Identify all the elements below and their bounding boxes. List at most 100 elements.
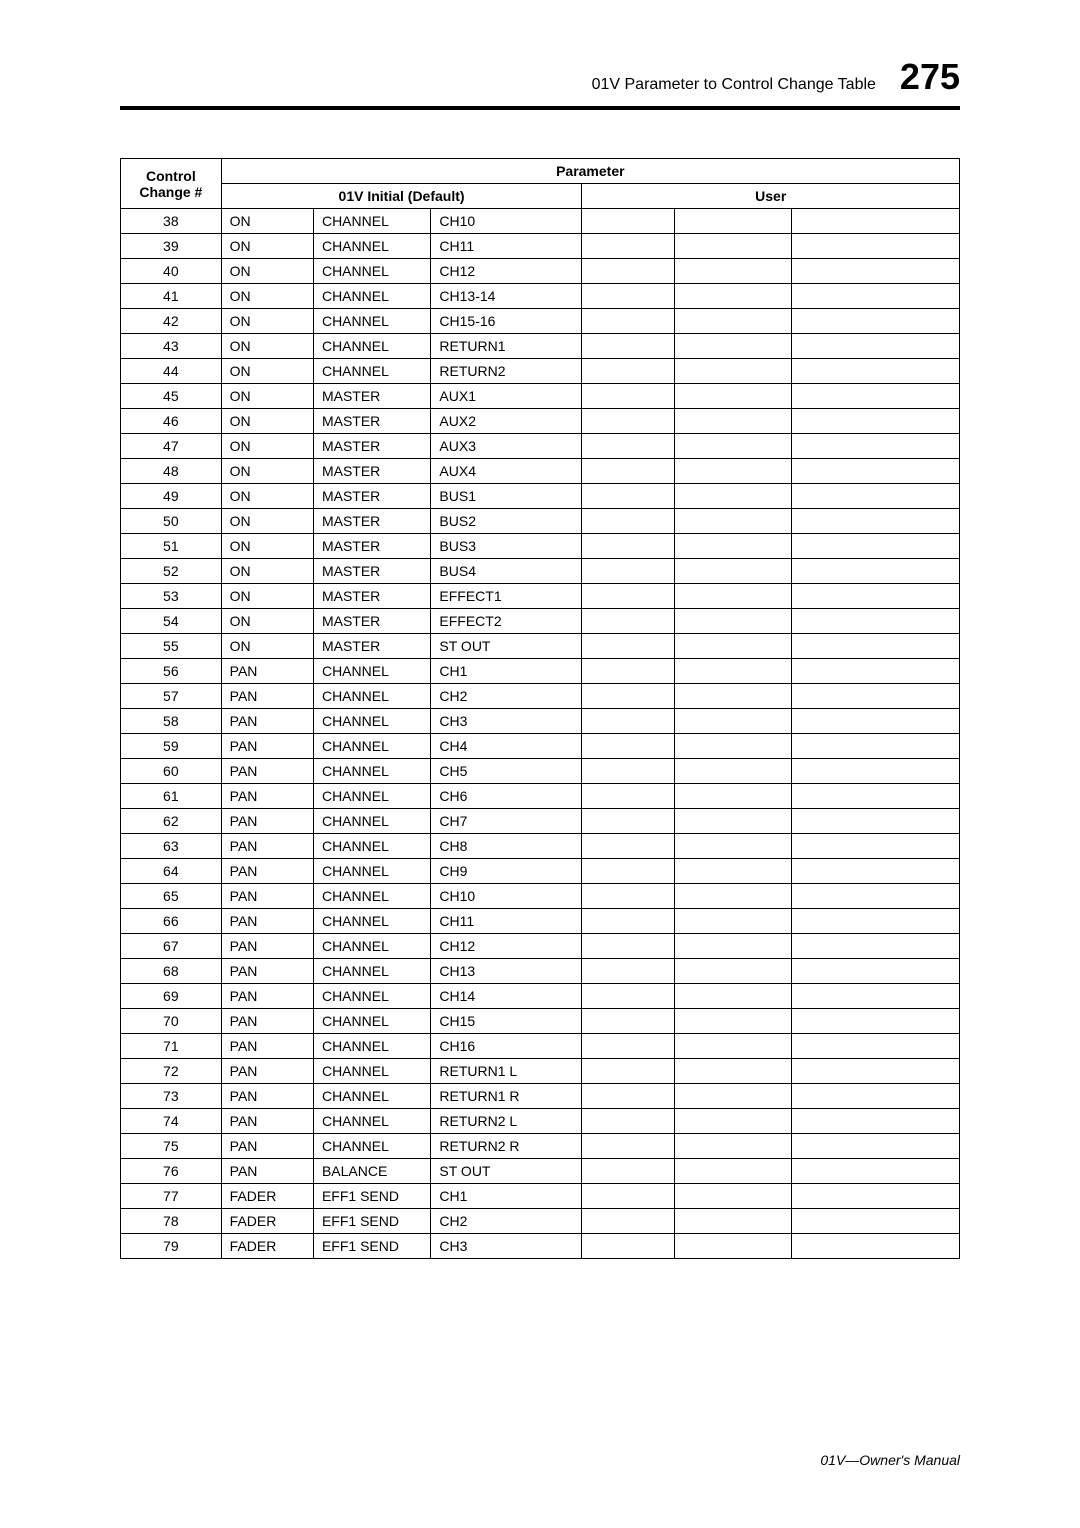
table-row: 77FADEREFF1 SENDCH1 — [121, 1184, 960, 1209]
cell-user-empty — [674, 609, 791, 634]
table-row: 62PANCHANNELCH7 — [121, 809, 960, 834]
cell-user-empty — [582, 359, 674, 384]
cell-p2: CHANNEL — [313, 1034, 430, 1059]
cell-user-empty — [582, 834, 674, 859]
cell-p2: CHANNEL — [313, 1134, 430, 1159]
cell-p3: CH12 — [431, 259, 582, 284]
cell-cc: 76 — [121, 1159, 222, 1184]
cell-p1: PAN — [221, 1059, 313, 1084]
table-row: 75PANCHANNELRETURN2 R — [121, 1134, 960, 1159]
cell-user-empty — [674, 684, 791, 709]
cell-p1: PAN — [221, 1109, 313, 1134]
cell-p2: MASTER — [313, 459, 430, 484]
cell-p1: PAN — [221, 984, 313, 1009]
table-row: 45ONMASTERAUX1 — [121, 384, 960, 409]
cell-user-empty — [792, 584, 960, 609]
cell-p3: CH1 — [431, 1184, 582, 1209]
cell-user-empty — [792, 1234, 960, 1259]
cell-user-empty — [792, 359, 960, 384]
cell-p3: EFFECT2 — [431, 609, 582, 634]
cell-user-empty — [674, 359, 791, 384]
table-row: 65PANCHANNELCH10 — [121, 884, 960, 909]
cell-user-empty — [582, 959, 674, 984]
cell-p1: PAN — [221, 734, 313, 759]
cell-p2: EFF1 SEND — [313, 1184, 430, 1209]
cell-user-empty — [792, 309, 960, 334]
cell-user-empty — [792, 559, 960, 584]
cell-cc: 43 — [121, 334, 222, 359]
cell-user-empty — [674, 1234, 791, 1259]
cell-p1: PAN — [221, 659, 313, 684]
table-row: 68PANCHANNELCH13 — [121, 959, 960, 984]
cell-user-empty — [582, 984, 674, 1009]
cell-p3: RETURN1 R — [431, 1084, 582, 1109]
table-row: 57PANCHANNELCH2 — [121, 684, 960, 709]
cell-cc: 41 — [121, 284, 222, 309]
table-row: 38ONCHANNELCH10 — [121, 209, 960, 234]
table-row: 64PANCHANNELCH9 — [121, 859, 960, 884]
cell-user-empty — [582, 1034, 674, 1059]
cell-user-empty — [674, 859, 791, 884]
cell-p3: CH2 — [431, 1209, 582, 1234]
cell-cc: 71 — [121, 1034, 222, 1059]
cell-user-empty — [582, 1159, 674, 1184]
cell-cc: 70 — [121, 1009, 222, 1034]
cell-p3: CH2 — [431, 684, 582, 709]
cell-p2: EFF1 SEND — [313, 1209, 430, 1234]
cell-p3: CH1 — [431, 659, 582, 684]
cell-cc: 39 — [121, 234, 222, 259]
cell-p3: CH6 — [431, 784, 582, 809]
cell-p2: CHANNEL — [313, 1109, 430, 1134]
table-row: 52ONMASTERBUS4 — [121, 559, 960, 584]
cell-user-empty — [582, 584, 674, 609]
cell-user-empty — [674, 259, 791, 284]
cell-user-empty — [792, 859, 960, 884]
cell-cc: 72 — [121, 1059, 222, 1084]
cell-cc: 48 — [121, 459, 222, 484]
cell-user-empty — [674, 209, 791, 234]
cell-cc: 47 — [121, 434, 222, 459]
cell-p1: PAN — [221, 809, 313, 834]
table-body: 38ONCHANNELCH1039ONCHANNELCH1140ONCHANNE… — [121, 209, 960, 1259]
cell-p1: PAN — [221, 1034, 313, 1059]
cell-p1: ON — [221, 584, 313, 609]
cell-cc: 63 — [121, 834, 222, 859]
cell-user-empty — [582, 209, 674, 234]
cell-p3: RETURN2 L — [431, 1109, 582, 1134]
cell-p2: CHANNEL — [313, 734, 430, 759]
cell-p2: MASTER — [313, 484, 430, 509]
cell-cc: 77 — [121, 1184, 222, 1209]
cell-p1: ON — [221, 634, 313, 659]
cell-user-empty — [582, 509, 674, 534]
cell-p1: PAN — [221, 884, 313, 909]
cell-user-empty — [674, 584, 791, 609]
cell-user-empty — [792, 1084, 960, 1109]
th-parameter: Parameter — [221, 159, 959, 184]
cell-user-empty — [582, 634, 674, 659]
cell-user-empty — [674, 734, 791, 759]
cell-p1: PAN — [221, 784, 313, 809]
cell-user-empty — [582, 734, 674, 759]
cell-p1: ON — [221, 384, 313, 409]
cell-user-empty — [674, 1159, 791, 1184]
cell-user-empty — [792, 484, 960, 509]
cell-cc: 51 — [121, 534, 222, 559]
cell-user-empty — [792, 784, 960, 809]
cell-p2: CHANNEL — [313, 784, 430, 809]
cell-p3: BUS4 — [431, 559, 582, 584]
cell-user-empty — [792, 334, 960, 359]
cell-user-empty — [674, 484, 791, 509]
cell-p2: MASTER — [313, 384, 430, 409]
cell-cc: 68 — [121, 959, 222, 984]
cell-cc: 46 — [121, 409, 222, 434]
table-row: 58PANCHANNELCH3 — [121, 709, 960, 734]
cell-cc: 59 — [121, 734, 222, 759]
cell-user-empty — [674, 1059, 791, 1084]
table-row: 51ONMASTERBUS3 — [121, 534, 960, 559]
cell-user-empty — [582, 1134, 674, 1159]
cell-user-empty — [582, 609, 674, 634]
table-row: 53ONMASTEREFFECT1 — [121, 584, 960, 609]
cell-user-empty — [582, 809, 674, 834]
cell-p3: CH13 — [431, 959, 582, 984]
cell-cc: 78 — [121, 1209, 222, 1234]
